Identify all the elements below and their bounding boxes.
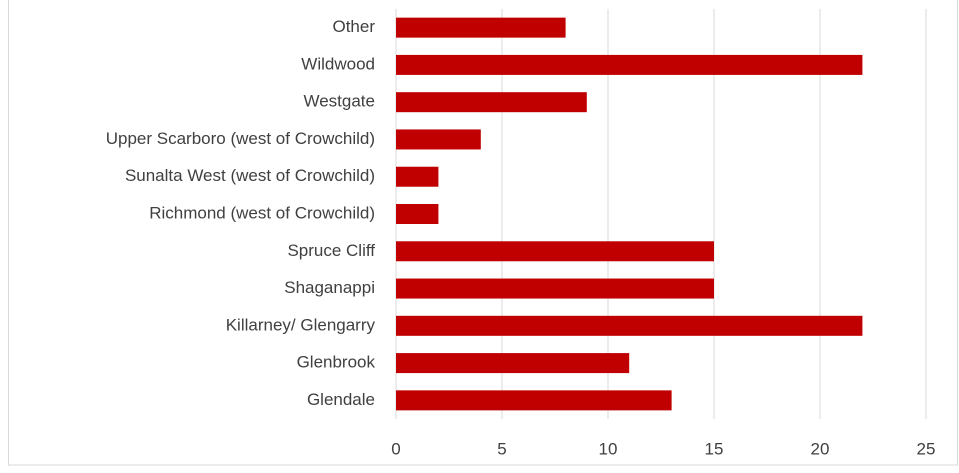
y-tick-label: Spruce Cliff [287, 241, 375, 260]
y-tick-label: Upper Scarboro (west of Crowchild) [106, 129, 375, 148]
y-tick-label: Killarney/ Glengarry [226, 315, 376, 334]
y-tick-label: Glenbrook [297, 353, 376, 372]
bar [396, 17, 566, 38]
x-tick-label: 5 [497, 439, 506, 458]
x-tick-label: 0 [391, 439, 400, 458]
bar [396, 390, 672, 411]
bar [396, 204, 439, 224]
y-tick-label: Glendale [307, 390, 375, 409]
x-tick-label: 20 [811, 439, 830, 458]
y-tick-label: Shaganappi [284, 278, 375, 297]
x-tick-label: 25 [917, 439, 936, 458]
y-tick-label: Westgate [303, 92, 375, 111]
bar [396, 315, 863, 336]
chart-frame [8, 0, 958, 466]
bar [396, 353, 630, 374]
bar [396, 54, 863, 75]
x-tick-label: 15 [705, 439, 724, 458]
bar [396, 166, 439, 187]
y-tick-label: Sunalta West (west of Crowchild) [125, 166, 375, 185]
bar [396, 92, 587, 113]
y-tick-label: Other [332, 17, 375, 36]
bar [396, 241, 714, 262]
y-tick-label: Richmond (west of Crowchild) [149, 203, 375, 222]
bar [396, 278, 714, 299]
bar [396, 129, 481, 150]
y-tick-label: Wildwood [301, 54, 375, 73]
x-tick-label: 10 [599, 439, 618, 458]
